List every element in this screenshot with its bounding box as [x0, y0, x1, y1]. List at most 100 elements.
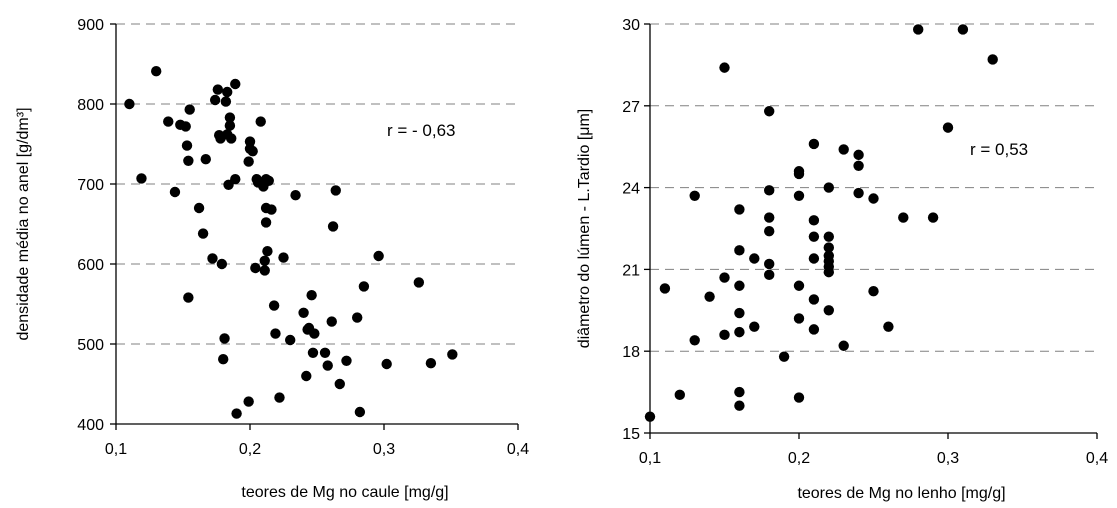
data-point — [373, 250, 384, 262]
data-point — [808, 294, 820, 305]
data-point — [330, 185, 341, 196]
x-tick-label: 0,3 — [373, 441, 395, 458]
data-point — [268, 300, 280, 311]
data-point — [262, 246, 273, 257]
data-point — [689, 190, 700, 201]
data-point — [808, 253, 820, 264]
data-point — [764, 212, 775, 223]
data-point — [260, 217, 272, 228]
data-point — [183, 292, 194, 303]
data-point — [644, 411, 656, 422]
data-point — [193, 202, 205, 214]
data-point — [734, 400, 745, 411]
data-point — [957, 24, 969, 35]
data-point — [151, 66, 162, 77]
data-point — [207, 253, 218, 264]
data-point — [898, 212, 909, 223]
data-point — [354, 406, 366, 418]
data-point — [124, 98, 135, 110]
data-point — [224, 112, 236, 123]
data-point — [734, 307, 745, 319]
data-point — [290, 190, 301, 201]
data-point — [838, 144, 849, 155]
data-point — [216, 258, 228, 270]
data-point — [255, 116, 266, 127]
y-tick-label: 800 — [77, 97, 104, 114]
correlation-annotation: r = 0,53 — [970, 140, 1028, 159]
data-point — [447, 349, 458, 360]
data-point — [307, 347, 319, 358]
data-point — [274, 392, 285, 403]
x-tick-label: 0,1 — [105, 441, 127, 458]
y-tick-label: 18 — [622, 344, 640, 361]
data-point — [309, 328, 320, 339]
data-point — [793, 392, 805, 403]
data-point — [230, 174, 241, 185]
data-point — [793, 313, 805, 324]
data-point — [250, 262, 261, 274]
data-point — [301, 370, 312, 382]
data-point — [222, 86, 233, 98]
data-point — [927, 212, 939, 223]
y-tick-label: 27 — [622, 99, 640, 116]
y-tick-label: 15 — [622, 426, 640, 443]
x-axis-label: teores de Mg no caule [mg/g] — [241, 484, 448, 501]
x-tick-label: 0,3 — [937, 450, 959, 467]
data-point — [263, 175, 274, 186]
data-point — [231, 408, 242, 419]
data-point — [913, 24, 924, 35]
y-tick-label: 900 — [77, 17, 104, 34]
data-point — [719, 62, 730, 73]
data-point — [734, 386, 745, 398]
data-point — [184, 104, 195, 115]
data-point — [793, 190, 805, 201]
data-point — [734, 280, 745, 291]
data-point — [327, 221, 339, 232]
y-tick-label: 400 — [77, 417, 104, 434]
y-tick-label: 21 — [622, 262, 640, 279]
data-point — [823, 305, 834, 316]
data-point — [793, 168, 805, 180]
data-point — [823, 182, 834, 193]
data-point — [764, 185, 775, 196]
data-point — [358, 281, 370, 292]
data-point — [326, 316, 337, 327]
data-point — [197, 228, 209, 239]
data-point — [425, 358, 437, 369]
data-point — [764, 106, 775, 117]
data-point — [808, 231, 820, 242]
y-tick-label: 30 — [622, 17, 640, 34]
data-point — [853, 187, 864, 199]
data-point — [823, 242, 834, 253]
x-tick-label: 0,2 — [239, 441, 261, 458]
data-point — [183, 155, 194, 166]
data-point — [259, 265, 270, 276]
data-point — [808, 138, 820, 150]
data-point — [868, 286, 879, 297]
data-point — [181, 140, 193, 151]
data-point — [352, 312, 363, 323]
data-point — [180, 121, 191, 132]
y-tick-label: 500 — [77, 337, 104, 354]
y-axis-label: densidade média no anel [g/dm³] — [15, 107, 32, 340]
data-point — [674, 389, 685, 401]
data-point — [689, 335, 700, 346]
data-point — [853, 149, 864, 161]
data-point — [243, 396, 254, 407]
data-point — [838, 340, 849, 351]
data-point — [808, 324, 820, 335]
data-point — [749, 321, 760, 332]
data-point — [298, 307, 309, 318]
data-point — [259, 255, 270, 266]
data-point — [942, 122, 954, 133]
data-point — [266, 204, 277, 215]
data-point — [224, 120, 236, 131]
data-point — [808, 215, 820, 226]
x-axis-label: teores de Mg no lenho [mg/g] — [797, 485, 1005, 502]
data-point — [734, 326, 745, 338]
data-point — [764, 226, 775, 237]
data-point — [764, 258, 775, 270]
x-tick-label: 0,2 — [788, 450, 810, 467]
data-point — [793, 280, 805, 291]
data-point — [719, 272, 730, 283]
